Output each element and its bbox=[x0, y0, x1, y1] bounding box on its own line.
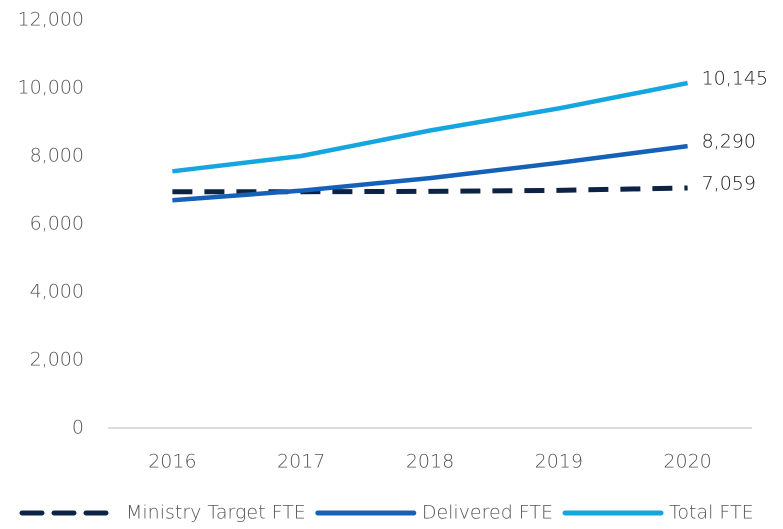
legend-label: Delivered FTE bbox=[422, 502, 553, 524]
x-tick-label: 2020 bbox=[663, 451, 711, 473]
x-tick-label: 2019 bbox=[535, 451, 583, 473]
legend-label: Ministry Target FTE bbox=[126, 502, 306, 524]
y-tick-label: 10,000 bbox=[18, 77, 84, 99]
value-label: 10,145 bbox=[702, 68, 768, 90]
x-tick-label: 2018 bbox=[406, 451, 454, 473]
y-tick-label: 2,000 bbox=[30, 349, 84, 371]
value-label: 8,290 bbox=[702, 131, 756, 153]
x-tick-label: 2017 bbox=[277, 451, 325, 473]
x-tick-label: 2016 bbox=[148, 451, 196, 473]
legend-label: Total FTE bbox=[669, 502, 754, 524]
y-tick-label: 6,000 bbox=[30, 213, 84, 235]
series-line bbox=[172, 185, 688, 195]
series-line bbox=[172, 143, 688, 203]
y-tick-label: 12,000 bbox=[18, 9, 84, 31]
value-label: 7,059 bbox=[702, 172, 756, 194]
series-line bbox=[172, 80, 689, 174]
y-tick-label: 8,000 bbox=[30, 145, 84, 167]
y-tick-label: 4,000 bbox=[30, 281, 84, 303]
y-tick-label: 0 bbox=[72, 417, 84, 439]
